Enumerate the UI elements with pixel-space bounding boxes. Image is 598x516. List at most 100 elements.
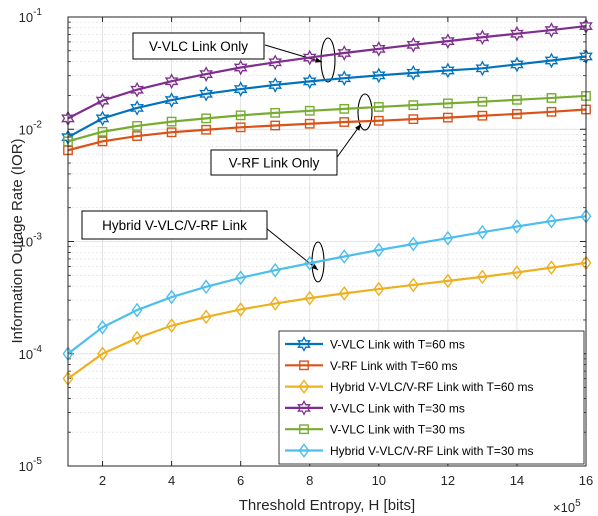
data-point [511,265,523,280]
series-4 [61,18,593,127]
annotation-box [132,32,265,60]
data-point [132,121,142,131]
data-point [95,110,110,127]
data-point [166,127,177,138]
legend-label: V-VLC Link with T=30 ms [330,401,465,415]
y-tick-exp: -5 [33,456,42,467]
y-tick-base: 10 [19,347,33,362]
legend-marker [299,360,309,371]
data-point [371,67,386,84]
data-point [441,62,455,79]
data-point [235,270,247,286]
legend-label: V-VLC Link with T=60 ms [330,338,465,352]
y-tick-label: 10-4 [19,344,43,362]
x-axis-label: Threshold Entropy, H [bits] [239,497,415,514]
annotation-arrowhead [315,57,322,63]
annotation-ellipse [357,93,373,131]
data-point [268,77,283,93]
y-tick-exp: -3 [33,232,42,243]
y-tick-label: 10-3 [19,232,43,250]
annotation-leader [264,44,323,63]
data-point [408,100,419,111]
data-point [442,230,454,246]
series-5 [63,91,591,147]
data-point [166,318,178,334]
legend-marker [298,443,310,458]
data-point [338,249,350,264]
series-line [67,55,587,139]
annotation-leader [334,123,362,161]
annotation-box [81,210,268,240]
data-point [304,290,316,306]
data-point [304,105,315,116]
data-point [407,236,419,252]
plot-frame [67,16,587,467]
series-line [67,108,587,152]
data-point [475,60,490,77]
data-point [373,102,384,112]
y-tick-base: 10 [19,459,33,474]
data-point [544,52,559,69]
y-tick-base: 10 [19,10,33,25]
data-point [477,96,488,107]
legend-label: Hybrid V-VLC/V-RF Link with T=30 ms [330,444,534,458]
data-point [511,219,523,234]
x-tick-label: 16 [579,473,593,488]
data-point [512,109,522,119]
y-tick-base: 10 [19,235,33,250]
data-point [233,59,248,76]
annotation-arrowhead [355,124,361,131]
data-point [235,302,247,317]
y-tick-label: 10-1 [19,7,43,25]
legend-marker [299,424,309,435]
x-tick-label: 14 [510,473,524,488]
y-tick-exp: -4 [33,344,42,355]
data-point [442,273,454,289]
series-line [67,94,587,143]
data-point [304,255,316,271]
data-point [268,54,283,71]
data-point [510,25,524,42]
data-point [339,103,350,114]
data-point [373,242,385,258]
annotation-label: V-VLC Link Only [149,39,248,54]
data-point [166,289,178,305]
data-point [339,117,350,127]
data-point [337,70,352,87]
data-point [337,45,352,61]
data-point [302,73,317,90]
data-point [199,85,213,102]
legend-marker [298,379,310,394]
data-point [546,93,557,103]
x-tick-label: 4 [168,473,175,488]
data-point [131,302,143,318]
series-line [67,215,587,355]
x-multiplier: ×105 [553,498,581,515]
data-point [510,56,524,73]
x-tick-label: 2 [99,473,106,488]
data-point [164,73,179,90]
data-point [302,49,317,66]
y-tick-label: 10-5 [19,456,43,474]
data-point [201,124,212,135]
data-point [476,269,488,285]
annotations: V-VLC Link Only V-RF Link Only Hybrid V-VL… [81,32,338,240]
y-tick-base: 10 [19,122,33,137]
data-point [235,110,246,121]
data-point [131,330,143,346]
y-tick-label: 10-2 [19,119,43,137]
data-point [373,281,385,297]
data-point [164,92,179,108]
annotation-arrowhead [311,263,318,270]
legend-marker [297,336,311,352]
data-point [545,213,557,229]
x-tick-label: 10 [372,473,386,488]
data-point [406,64,421,81]
series-line [67,261,587,380]
x-tick-label: 12 [441,473,455,488]
data-point [304,118,315,129]
y-tick-exp: -1 [33,7,42,18]
annotation-box [210,149,338,176]
